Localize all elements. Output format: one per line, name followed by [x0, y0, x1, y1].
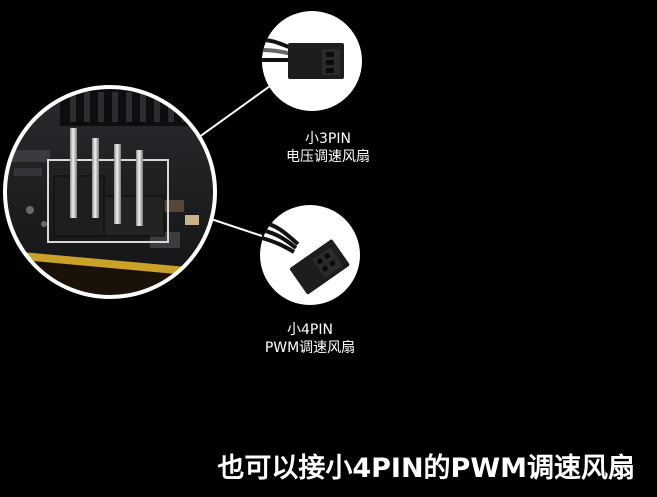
pin-4 — [136, 150, 143, 226]
3pin-connector-image — [262, 11, 362, 111]
header-closeup-image — [5, 87, 215, 297]
leader-line-3pin — [194, 85, 271, 141]
pin-1 — [70, 128, 77, 218]
leader-line-4pin — [207, 217, 263, 237]
callout-3pin-desc: 电压调速风扇 — [286, 149, 370, 165]
callout-3pin-title: 小3PIN — [305, 131, 351, 147]
pin-2 — [92, 138, 99, 218]
callout-4pin-title: 小4PIN — [287, 322, 333, 338]
callout-4pin-desc: PWM调速风扇 — [264, 340, 356, 356]
pin-3 — [114, 144, 121, 224]
callout-3pin: 小3PIN 电压调速风扇 — [258, 130, 398, 166]
video-subtitle: 也可以接小4PIN的PWM调速风扇 — [217, 453, 635, 484]
callout-4pin: 小4PIN PWM调速风扇 — [240, 321, 380, 357]
4pin-connector-image — [260, 205, 360, 305]
